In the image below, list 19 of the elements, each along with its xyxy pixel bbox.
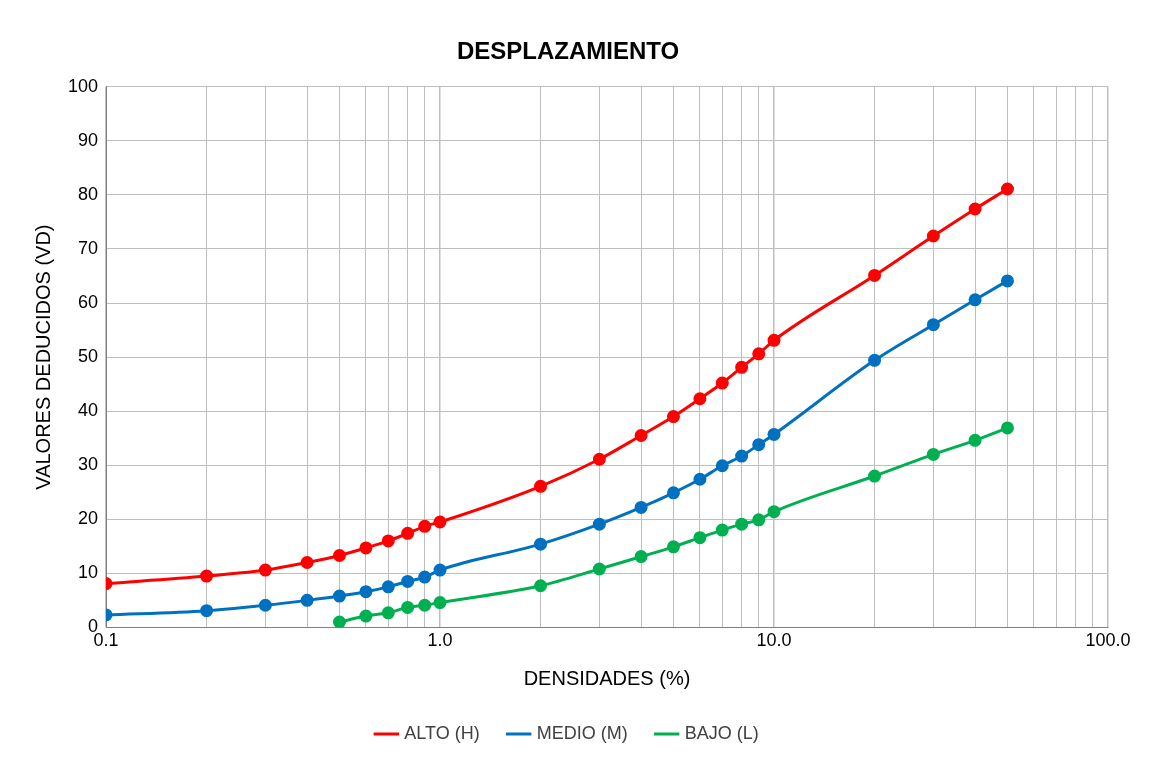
legend-label: BAJO (L) (684, 722, 759, 743)
y-tick-label: 30 (78, 454, 99, 475)
chart-title: DESPLAZAMIENTO (456, 37, 680, 65)
y-tick-label: 10 (78, 562, 99, 583)
y-tick-label: 100 (67, 75, 99, 96)
x-tick-label: 10.0 (756, 630, 792, 651)
y-tick-label: 20 (78, 508, 99, 529)
y-axis-title: VALORES DEDUCIDOS (VD) (31, 224, 54, 490)
legend-label: MEDIO (M) (536, 722, 628, 743)
y-tick-label: 60 (78, 292, 99, 313)
y-tick-label: 50 (78, 346, 99, 367)
y-tick-label: 80 (78, 183, 99, 204)
legend-label: ALTO (H) (404, 722, 480, 743)
y-tick-label: 40 (78, 400, 99, 421)
y-tick-label: 70 (78, 237, 99, 258)
x-axis-title: DENSIDADES (%) (523, 666, 691, 689)
y-tick-label: 90 (78, 129, 99, 150)
x-tick-label: 100.0 (1085, 630, 1131, 651)
x-tick-label: 1.0 (427, 630, 453, 651)
